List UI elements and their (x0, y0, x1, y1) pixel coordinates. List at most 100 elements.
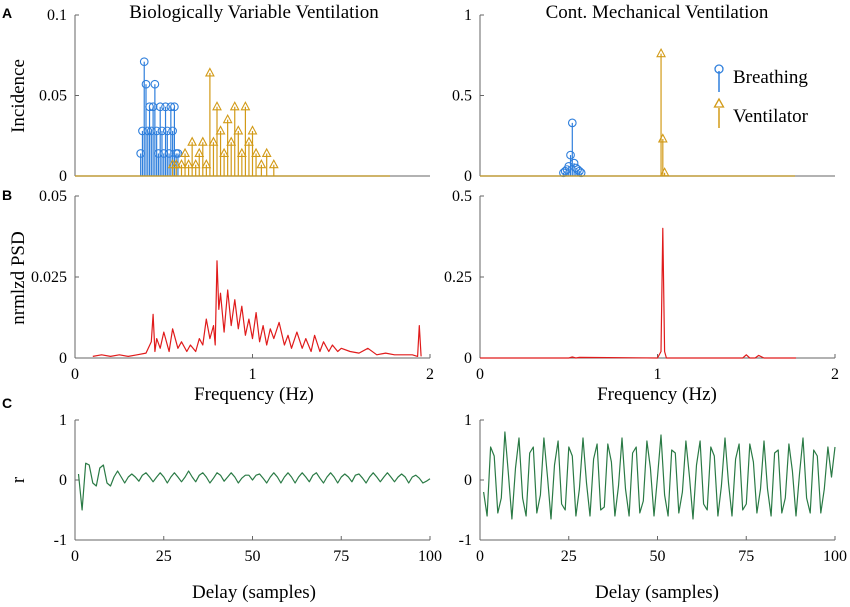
y-tick-label-a-right: 0 (464, 168, 472, 185)
y-tick-label-a-left: 0.1 (47, 7, 67, 24)
y-tick-label-c-right: 1 (464, 412, 472, 429)
legend-ventilator-label: Ventilator (733, 106, 809, 127)
ventilator-marker (233, 125, 244, 135)
title-left: Biologically Variable Ventilation (129, 2, 379, 23)
x-tick-label-c-right: 25 (561, 548, 577, 565)
xlabel-delay-left: Delay (samples) (192, 582, 316, 603)
ventilator-marker (183, 159, 194, 169)
panel-label-c: C (2, 395, 12, 411)
ventilator-marker (656, 47, 666, 58)
ventilator-marker (226, 136, 237, 146)
ylabel-r: r (8, 476, 29, 483)
ventilator-marker (244, 136, 254, 146)
ventilator-marker (180, 147, 190, 158)
y-tick-label-a-right: 0.5 (452, 88, 472, 105)
x-tick-label-c-left: 75 (333, 548, 349, 565)
breathing-marker (170, 102, 179, 112)
breathing-marker (139, 57, 149, 67)
ventilator-marker (657, 133, 668, 143)
y-tick-label-a-left: 0.05 (39, 88, 67, 105)
ventilator-marker (659, 167, 670, 177)
y-tick-label-b-right: 0 (464, 350, 472, 367)
ylabel-incidence: Incidence (8, 59, 29, 133)
psd-line-b-left (92, 260, 422, 357)
x-tick-label-b-left: 2 (426, 366, 434, 383)
ventilator-marker (256, 159, 267, 169)
ventilator-marker (204, 67, 215, 77)
title-right: Cont. Mechanical Ventilation (546, 2, 769, 23)
y-tick-label-b-right: 0.25 (444, 269, 472, 286)
ventilator-marker (240, 101, 251, 111)
legend-breathing-label: Breathing (733, 67, 808, 88)
x-tick-label-c-left: 25 (156, 548, 172, 565)
ventilator-marker (190, 159, 201, 169)
ventilator-marker (197, 136, 208, 146)
legend-breathing-marker (714, 64, 724, 74)
panel-label-a: A (2, 5, 12, 21)
y-tick-label-c-right: -1 (459, 532, 472, 549)
breathing-marker (575, 166, 584, 176)
y-tick-label-c-right: 0 (464, 472, 472, 489)
ventilator-marker (268, 159, 279, 169)
breathing-marker (567, 118, 577, 128)
ventilator-marker (212, 101, 222, 111)
y-tick-label-a-left: 0 (59, 168, 67, 185)
x-tick-label-c-right: 50 (650, 548, 666, 565)
breathing-marker (173, 149, 183, 158)
breathing-marker (566, 150, 575, 160)
ventilator-marker (201, 159, 212, 169)
x-tick-label-c-left: 0 (71, 548, 79, 565)
ventilator-marker (247, 125, 258, 135)
breathing-marker (569, 158, 579, 168)
ventilator-marker (219, 147, 230, 158)
y-tick-label-a-right: 1 (464, 7, 472, 24)
x-tick-label-b-right: 0 (476, 366, 484, 383)
ventilator-marker (251, 147, 261, 158)
ventilator-marker (229, 101, 240, 111)
ylabel-psd: nrmlzd PSD (8, 231, 29, 324)
plot-b-right: 0 0.25 0.5 0 1 2 (444, 188, 839, 383)
ventilator-marker (194, 147, 205, 158)
breathing-marker (150, 79, 160, 89)
ventilator-marker (215, 125, 226, 135)
psd-line-b-right (480, 227, 796, 359)
x-tick-label-b-left: 1 (249, 366, 257, 383)
x-tick-label-c-left: 50 (245, 548, 261, 565)
ventilator-marker (187, 136, 198, 146)
y-tick-label-c-left: 0 (59, 472, 67, 489)
ventilator-marker (261, 147, 272, 158)
y-tick-label-b-left: 0.05 (39, 188, 67, 205)
x-tick-label-b-right: 2 (831, 366, 839, 383)
acf-line-c-left (77, 462, 431, 511)
y-tick-label-c-left: -1 (54, 532, 67, 549)
xlabel-delay-right: Delay (samples) (595, 582, 719, 603)
breathing-marker (155, 102, 165, 112)
acf-line-c-right (483, 431, 836, 520)
legend: Breathing Ventilator (713, 64, 809, 128)
plot-a-left: 0 0.05 0.1 (39, 7, 430, 185)
plot-a-right: 00.51 (452, 7, 835, 185)
breathing-marker (168, 126, 177, 136)
panel-label-b: B (2, 187, 12, 203)
plot-b-left: 0 0.025 0.05 0 1 2 (31, 188, 434, 383)
breathing-marker (141, 79, 151, 89)
xlabel-frequency-left: Frequency (Hz) (194, 384, 314, 405)
y-tick-label-c-left: 1 (59, 412, 67, 429)
x-tick-label-c-right: 75 (738, 548, 754, 565)
ventilator-marker (208, 136, 219, 146)
ventilator-marker (171, 159, 182, 169)
ventilator-marker (222, 113, 233, 124)
x-tick-label-b-left: 0 (71, 366, 79, 383)
x-tick-label-c-right: 100 (823, 548, 847, 565)
legend-ventilator-marker (713, 97, 725, 108)
y-tick-label-b-left: 0.025 (31, 269, 67, 286)
x-tick-label-c-left: 100 (418, 548, 442, 565)
x-tick-label-b-right: 1 (654, 366, 662, 383)
ventilator-marker (176, 159, 187, 169)
breathing-marker (161, 102, 170, 112)
ventilator-marker (236, 147, 247, 158)
